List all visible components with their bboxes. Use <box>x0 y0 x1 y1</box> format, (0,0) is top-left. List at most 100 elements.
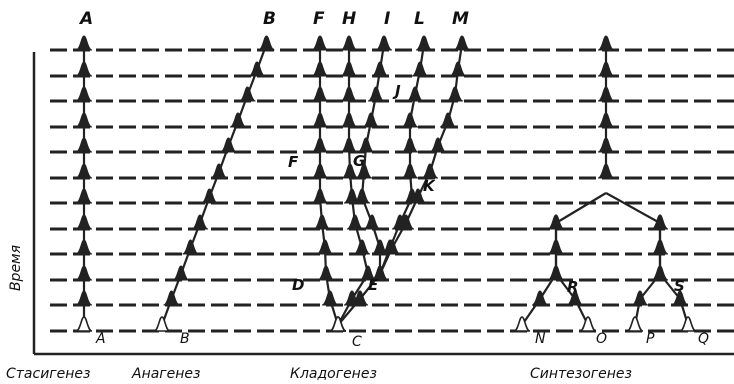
population-curve <box>351 290 369 306</box>
population-curve <box>75 35 93 51</box>
population-curve <box>317 265 335 281</box>
population-curve <box>363 214 381 230</box>
population-curve <box>75 61 93 77</box>
population-curve <box>311 35 329 51</box>
population-curve <box>311 137 329 153</box>
population-curve <box>75 265 93 281</box>
population-curve <box>341 163 359 179</box>
population-curve <box>439 112 457 128</box>
population-curve <box>353 188 371 204</box>
population-curve <box>397 214 415 230</box>
population-curve <box>446 86 464 102</box>
lineage-links <box>82 43 690 326</box>
population-curve <box>367 86 385 102</box>
population-curve <box>75 316 93 332</box>
label-e: E <box>368 276 379 294</box>
population-curve <box>579 316 597 332</box>
population-curve <box>597 35 615 51</box>
label-m-top: M <box>452 9 469 29</box>
population-curve <box>75 86 93 102</box>
population-curve <box>597 163 615 179</box>
population-curve <box>631 290 649 306</box>
population-curve <box>75 112 93 128</box>
population-curves <box>75 35 697 332</box>
y-axis-label: Время <box>8 245 24 291</box>
label-h-top: H <box>342 9 356 29</box>
population-curve <box>210 163 228 179</box>
label-a-bottom: A <box>95 331 106 347</box>
population-curve <box>340 35 358 51</box>
label-p: P <box>646 331 655 347</box>
population-curve <box>172 265 190 281</box>
population-curve <box>248 61 266 77</box>
population-curve <box>409 188 427 204</box>
population-curve <box>311 61 329 77</box>
lineage-link <box>605 192 661 224</box>
population-curve <box>163 290 180 306</box>
population-curve <box>346 214 364 230</box>
population-curve <box>513 316 531 332</box>
population-curve <box>311 188 329 204</box>
population-curve <box>362 112 380 128</box>
population-curve <box>375 35 393 51</box>
population-curve <box>651 265 669 281</box>
label-r: R <box>567 278 579 296</box>
population-curve <box>679 316 697 332</box>
population-curve <box>75 188 93 204</box>
population-curve <box>651 214 669 230</box>
population-curve <box>406 86 424 102</box>
population-curve <box>383 239 401 255</box>
population-curve <box>340 86 358 102</box>
label-d: D <box>292 276 304 294</box>
label-j: J <box>392 82 401 100</box>
population-curve <box>153 316 171 332</box>
population-curve <box>75 214 93 230</box>
population-curve <box>597 61 615 77</box>
label-b-top: B <box>263 9 276 29</box>
population-curve <box>258 35 275 51</box>
population-curve <box>547 239 565 255</box>
population-curve <box>411 61 429 77</box>
population-curve <box>75 239 93 255</box>
label-f-top: F <box>313 9 325 29</box>
population-curve <box>191 214 209 230</box>
population-curve <box>355 163 373 179</box>
population-curve <box>371 61 389 77</box>
population-curve <box>597 137 615 153</box>
population-curve <box>651 239 669 255</box>
population-curve <box>449 61 467 77</box>
population-curve <box>531 290 549 306</box>
caption-cladogenesis: Кладогенез <box>290 366 377 382</box>
population-curve <box>547 265 565 281</box>
population-curve <box>340 112 358 128</box>
lineage-link <box>555 192 607 224</box>
population-curve <box>75 137 93 153</box>
label-s: S <box>674 277 685 295</box>
population-curve <box>626 316 644 332</box>
population-curve <box>671 290 689 306</box>
population-curve <box>311 86 329 102</box>
population-curve <box>329 316 347 332</box>
caption-anagenesis: Анагенез <box>131 366 201 382</box>
population-curve <box>566 290 584 306</box>
population-curve <box>311 112 329 128</box>
population-curve <box>316 239 334 255</box>
label-b-bottom: B <box>180 331 190 347</box>
population-curve <box>182 239 199 255</box>
population-curve <box>239 86 256 102</box>
label-i-top: I <box>384 9 390 29</box>
population-curve <box>401 163 419 179</box>
population-curve <box>229 112 247 128</box>
time-level-lines <box>50 48 734 333</box>
population-curve <box>75 290 93 306</box>
label-o: O <box>596 331 607 347</box>
label-n: N <box>535 331 546 347</box>
caption-stasigenesis: Стасигенез <box>6 366 91 382</box>
population-curve <box>401 137 419 153</box>
population-curve <box>321 290 339 306</box>
population-curve <box>340 61 358 77</box>
label-a-top: A <box>78 9 93 29</box>
population-curve <box>547 214 565 230</box>
label-q: Q <box>698 331 709 347</box>
